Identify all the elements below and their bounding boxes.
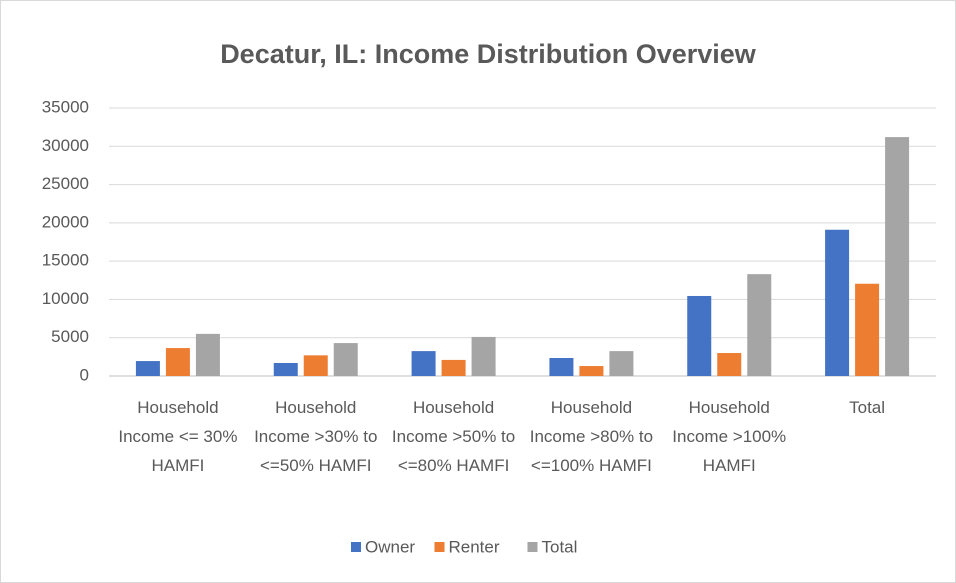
chart-title: Decatur, IL: Income Distribution Overvie… bbox=[220, 39, 757, 69]
bar bbox=[579, 366, 604, 376]
y-tick-label: 20000 bbox=[42, 212, 89, 231]
bar bbox=[273, 362, 298, 376]
bar bbox=[609, 351, 634, 376]
x-tick-label: Total bbox=[849, 398, 886, 417]
y-tick-label: 25000 bbox=[42, 174, 89, 193]
bar bbox=[195, 333, 220, 376]
y-tick-label: 35000 bbox=[42, 97, 89, 116]
bar bbox=[855, 283, 880, 376]
bar bbox=[135, 361, 160, 376]
y-tick-label: 15000 bbox=[42, 251, 89, 270]
bar bbox=[441, 359, 466, 376]
bar bbox=[333, 343, 358, 376]
bar bbox=[687, 295, 712, 376]
x-tick-label: Household Income <= 30% HAMFI bbox=[118, 398, 238, 475]
legend-swatch bbox=[527, 542, 538, 552]
x-tick-label: Household Income >50% to <=80% HAMFI bbox=[391, 398, 516, 475]
legend-label: Renter bbox=[449, 537, 500, 556]
bar bbox=[717, 353, 742, 376]
legend-swatch bbox=[434, 542, 445, 552]
legend-swatch bbox=[351, 542, 361, 552]
x-tick-label: Household Income >100% HAMFI bbox=[672, 398, 787, 475]
y-tick-label: 5000 bbox=[51, 327, 89, 346]
bar bbox=[165, 348, 190, 376]
bar bbox=[885, 137, 910, 376]
x-tick-label: Household Income >30% to <=50% HAMFI bbox=[254, 398, 378, 475]
legend-label: Owner bbox=[365, 537, 415, 556]
bar bbox=[549, 358, 574, 376]
bar bbox=[747, 274, 772, 376]
bar bbox=[303, 355, 328, 376]
y-tick-label: 30000 bbox=[42, 136, 89, 155]
x-tick-label: Household Income >80% to <=100% HAMFI bbox=[529, 398, 654, 475]
legend-label: Total bbox=[542, 537, 578, 556]
y-tick-label: 0 bbox=[80, 365, 89, 384]
bar bbox=[471, 336, 496, 376]
bar bbox=[825, 229, 850, 376]
bar bbox=[411, 351, 436, 376]
y-tick-label: 10000 bbox=[42, 289, 89, 308]
